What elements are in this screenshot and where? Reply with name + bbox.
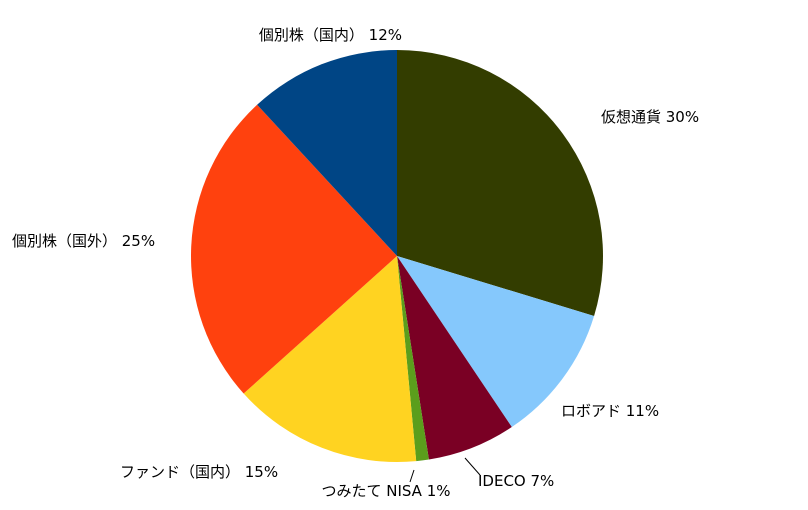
slice-label: ロボアド 11%	[561, 402, 659, 420]
pie-slice	[243, 256, 417, 462]
leader-line	[464, 457, 481, 476]
pie-slice	[397, 256, 512, 460]
pie-slice	[257, 50, 397, 256]
pie-slice	[397, 256, 595, 428]
slice-label: ファンド（国内） 15%	[120, 463, 278, 481]
slice-label: つみたて NISA 1%	[321, 482, 450, 500]
pie-slice	[191, 104, 397, 394]
slices-layer	[191, 50, 603, 462]
slice-labels: 仮想通貨 30% ロボアド 11% IDECO 7% つみたて NISA 1% ファンド…	[12, 26, 699, 500]
slice-label: 仮想通貨 30%	[601, 108, 699, 126]
leader-lines	[409, 457, 481, 483]
pie-slice	[397, 50, 603, 316]
slice-label: 個別株（国外） 25%	[12, 232, 155, 250]
leader-line	[409, 469, 415, 483]
pie-slice	[397, 256, 429, 462]
slice-label: IDECO 7%	[478, 472, 554, 490]
slice-label: 個別株（国内） 12%	[259, 26, 402, 44]
